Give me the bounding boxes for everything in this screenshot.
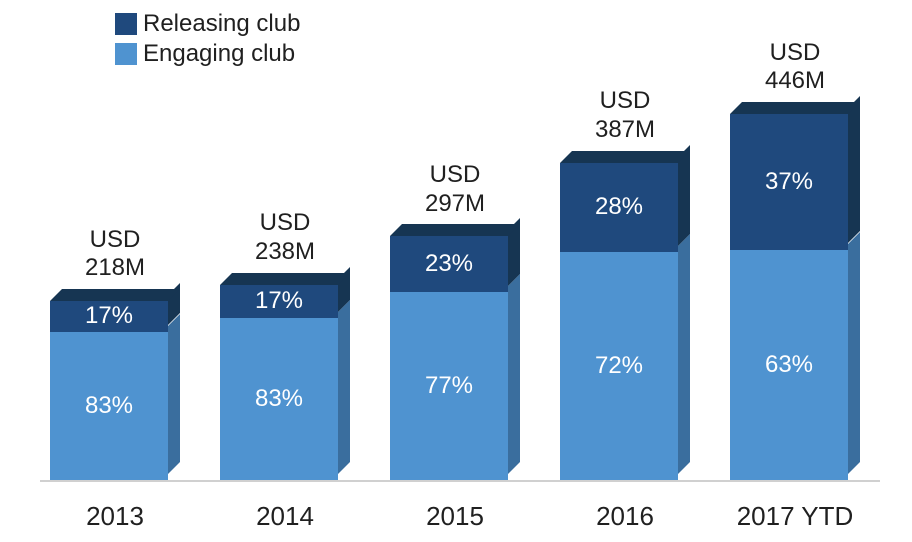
bar-side [508, 274, 520, 474]
total-label: USD446M [720, 39, 870, 97]
bar-top [560, 151, 690, 163]
bar-side [848, 232, 860, 474]
bar-top [220, 273, 350, 285]
stacked-bar-chart: Releasing club Engaging club 83%17%USD21… [40, 10, 880, 532]
bar-group: 63%37%USD446M [730, 114, 860, 480]
total-label: USD238M [210, 209, 360, 267]
bar-segment-engaging [50, 332, 168, 480]
bar-side [678, 234, 690, 474]
bar-segment-engaging [220, 318, 338, 480]
plot-area: 83%17%USD218M 83%17%USD238M 77%23%USD297M 7… [40, 72, 880, 482]
bar-segment-releasing [50, 301, 168, 331]
bar-group: 77%23%USD297M [390, 236, 520, 480]
legend-swatch-releasing [115, 13, 137, 35]
x-axis-label: 2014 [205, 501, 365, 532]
x-axis-labels: 20132014201520162017 YTD [40, 492, 880, 532]
legend-swatch-engaging [115, 43, 137, 65]
bar-side [338, 300, 350, 474]
x-axis-label: 2013 [35, 501, 195, 532]
x-axis-label: 2017 YTD [715, 501, 875, 532]
bar-segment-releasing [560, 163, 678, 252]
bar-side [848, 96, 860, 243]
bar-group: 83%17%USD238M [220, 285, 350, 480]
bar-segment-engaging [390, 292, 508, 480]
bar-segment-engaging [730, 250, 848, 480]
bar-top [730, 102, 860, 114]
total-label: USD297M [380, 161, 530, 219]
bar-side [168, 314, 180, 474]
x-axis-label: 2015 [375, 501, 535, 532]
bar-top [390, 224, 520, 236]
bar-group: 83%17%USD218M [50, 301, 180, 480]
bar-segment-releasing [220, 285, 338, 318]
x-axis-label: 2016 [545, 501, 705, 532]
legend-label-engaging: Engaging club [143, 40, 295, 68]
total-label: USD387M [550, 87, 700, 145]
total-label: USD218M [40, 226, 190, 284]
legend-label-releasing: Releasing club [143, 10, 300, 38]
bar-group: 72%28%USD387M [560, 163, 690, 480]
bar-top [50, 289, 180, 301]
legend: Releasing club Engaging club [115, 10, 300, 70]
bar-segment-releasing [390, 236, 508, 292]
legend-item-releasing: Releasing club [115, 10, 300, 38]
bar-segment-releasing [730, 114, 848, 249]
legend-item-engaging: Engaging club [115, 40, 300, 68]
bar-segment-engaging [560, 252, 678, 480]
